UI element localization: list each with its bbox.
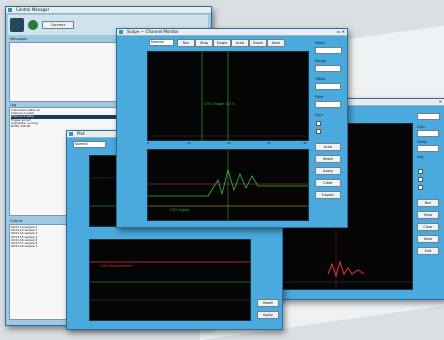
run-button[interactable]: Run xyxy=(417,199,439,207)
scope-trace-label-bottom: CH2 Signal xyxy=(170,208,190,212)
close-icon[interactable]: ✕ xyxy=(438,99,442,104)
offset-field[interactable] xyxy=(315,83,341,90)
scope-side-panel: Mode Range Offset Filter Sync Auto Reset… xyxy=(313,37,345,225)
run-button[interactable]: Run xyxy=(177,39,195,47)
delay-label: Delay xyxy=(417,140,428,144)
range-label: Range xyxy=(315,59,327,63)
output-line: 00:01:14 sample 3 xyxy=(11,232,38,236)
output-line: 00:01:13 sample 2 xyxy=(11,229,38,233)
gain-label: Gain xyxy=(417,125,426,129)
sync-checkbox[interactable] xyxy=(316,129,321,134)
scope-trace-label-top: CH1 Trigger 0.0 V xyxy=(204,102,235,106)
connect-button[interactable]: Connect xyxy=(42,21,74,29)
filter-field[interactable] xyxy=(315,101,341,108)
range-field[interactable] xyxy=(315,65,341,72)
save-button[interactable]: Save xyxy=(417,235,439,243)
analysis-side-panel: Gain Delay Avg Run Stop Clear Save Exit xyxy=(415,107,442,297)
scope-plot-bottom-svg xyxy=(148,150,308,220)
log-line: Acquisition running xyxy=(11,121,39,125)
sync-label: Sync xyxy=(315,113,324,117)
exit-button[interactable]: Exit xyxy=(417,247,439,255)
mid-trace-label: CH3 Measurement xyxy=(100,264,133,268)
stop-button[interactable]: Stop xyxy=(417,211,439,219)
scope-plot-top-svg xyxy=(148,52,308,140)
gain-field[interactable] xyxy=(417,130,439,137)
offset-label: Offset xyxy=(315,77,326,81)
x-tick-label: 20 xyxy=(227,141,231,145)
messages-panel xyxy=(9,42,123,102)
save-button[interactable]: Save xyxy=(267,39,285,47)
scope-window-title: Scope — Channel Monitor xyxy=(127,29,179,34)
auto-button[interactable]: Auto xyxy=(231,39,249,47)
window-icon xyxy=(69,132,73,136)
mid-apply-button[interactable]: Apply xyxy=(257,311,279,319)
log-line: Buffer 256 kB xyxy=(11,124,31,128)
output-header: Output xyxy=(10,219,23,223)
main-window-title: Control Manager xyxy=(16,7,50,12)
x-tick-label: 10 xyxy=(187,141,191,145)
output-line: 00:01:15 sample 4 xyxy=(11,235,38,239)
scope-toolbar: Normal Run Stop Single Auto Zoom Save xyxy=(119,37,309,47)
record-icon[interactable] xyxy=(28,20,38,30)
side-auto-button[interactable]: Auto xyxy=(315,143,341,151)
scope-plot-top: CH1 Trigger 0.0 V xyxy=(147,51,309,141)
mode-select[interactable] xyxy=(315,47,342,54)
x-tick-label: 30 xyxy=(267,141,271,145)
scope-plot-bottom: CH2 Signal xyxy=(147,149,309,221)
output-line: 00:01:17 sample 6 xyxy=(11,241,38,245)
output-line: 00:01:18 sample 7 xyxy=(11,245,38,249)
log-line: Channel 1 ready xyxy=(11,112,34,116)
single-button[interactable]: Single xyxy=(213,39,231,47)
main-titlebar: Control Manager xyxy=(6,7,211,14)
x-tick-label: 0 xyxy=(147,141,149,145)
app-icon xyxy=(8,8,12,12)
window-controls-icon[interactable]: ▭ ✕ xyxy=(336,29,345,34)
scope-titlebar: Scope — Channel Monitor ▭ ✕ xyxy=(117,29,347,36)
mid-plot-bottom: CH3 Measurement xyxy=(89,239,251,321)
option-checkbox[interactable] xyxy=(418,169,423,174)
log-line: Trigger armed xyxy=(11,118,31,122)
messages-header: Messages xyxy=(10,37,28,41)
option-checkbox[interactable] xyxy=(418,185,423,190)
clear-button[interactable]: Clear xyxy=(417,223,439,231)
log-header: Log xyxy=(10,103,17,107)
scope-window: Scope — Channel Monitor ▭ ✕ Normal Run S… xyxy=(116,28,348,228)
zoom-button[interactable]: Zoom xyxy=(249,39,267,47)
scope-mode-select[interactable]: Normal xyxy=(149,39,174,46)
x-tick-label: 40 xyxy=(303,141,307,145)
analysis-select[interactable] xyxy=(417,113,440,120)
mid-mode-select[interactable]: Normal xyxy=(73,141,106,148)
side-reset-button[interactable]: Reset xyxy=(315,155,341,163)
filter-label: Filter xyxy=(315,95,324,99)
side-clear-button[interactable]: Clear xyxy=(315,179,341,187)
delay-field[interactable] xyxy=(417,145,439,152)
log-line: Instrument status ok xyxy=(11,109,41,112)
mid-reset-button[interactable]: Reset xyxy=(257,299,279,307)
mid-plot-bottom-svg xyxy=(90,261,250,301)
option-checkbox[interactable] xyxy=(418,177,423,182)
log-line-selected[interactable]: Channel 2 ready xyxy=(11,115,123,119)
output-line: 00:01:16 sample 5 xyxy=(11,238,38,242)
logo-icon xyxy=(10,18,24,32)
side-export-button[interactable]: Export xyxy=(315,191,341,199)
plot-window-title: Plot xyxy=(77,131,85,136)
window-icon xyxy=(119,30,123,34)
sync-checkbox[interactable] xyxy=(316,121,321,126)
output-line: 00:01:12 sample 1 xyxy=(11,226,38,229)
avg-label: Avg xyxy=(417,155,424,159)
side-apply-button[interactable]: Apply xyxy=(315,167,341,175)
mode-label: Mode xyxy=(315,41,325,45)
stop-button[interactable]: Stop xyxy=(195,39,213,47)
